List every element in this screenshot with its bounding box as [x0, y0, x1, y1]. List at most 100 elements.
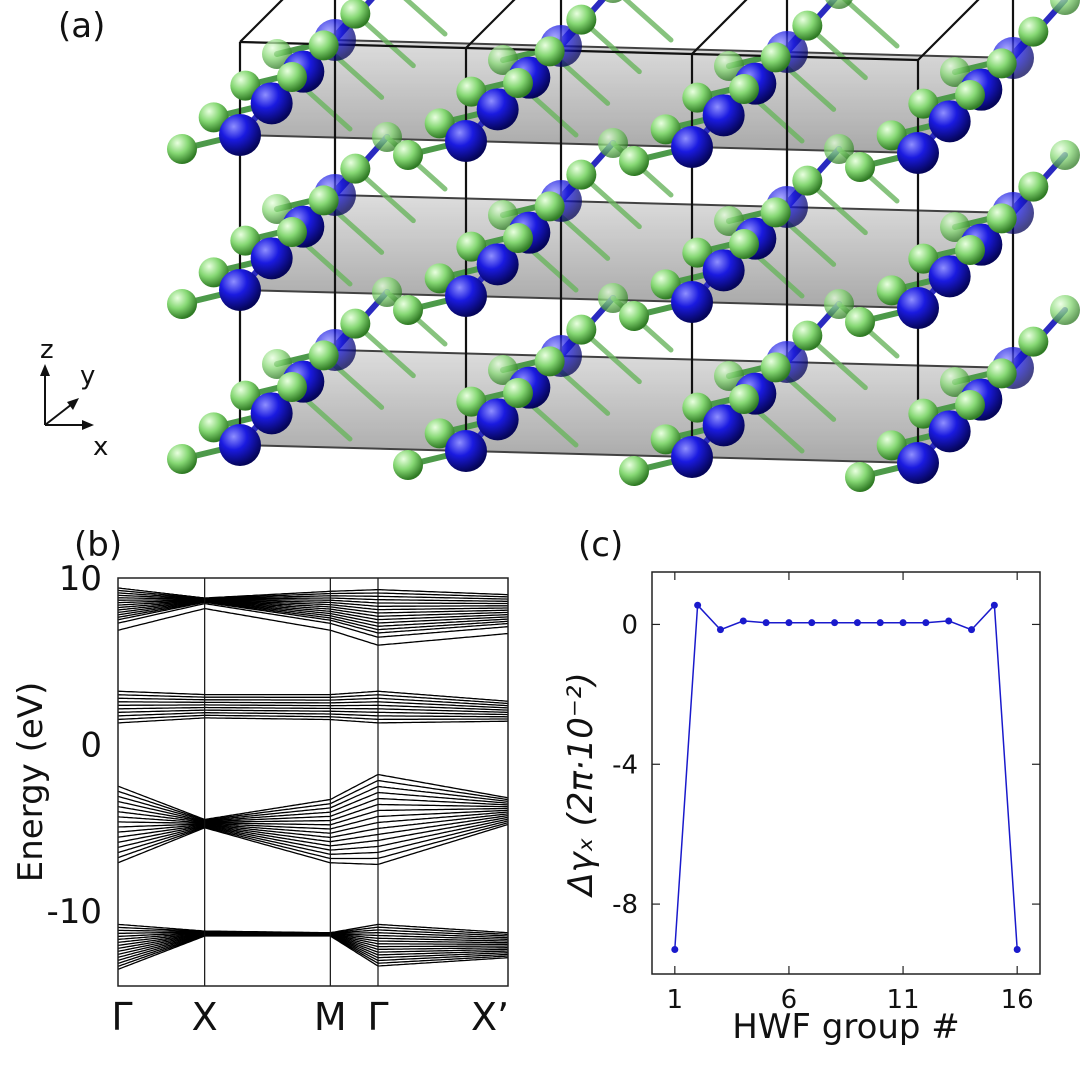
- series-line: [674, 603, 1018, 950]
- band-line: [117, 816, 509, 847]
- panel-b-label: (b): [74, 525, 122, 565]
- atom-small: [488, 45, 518, 75]
- data-point: [831, 619, 839, 627]
- atom-small: [824, 134, 854, 164]
- bond: [841, 0, 900, 49]
- atom-small: [424, 108, 455, 139]
- gray-slabs: [237, 38, 1016, 465]
- frame-edge: [917, 0, 980, 61]
- data-point: [671, 946, 679, 954]
- y-axis-label: Δγₓ (2π·10⁻²): [561, 672, 601, 899]
- band-line: [117, 587, 509, 599]
- k-point-label: X: [192, 995, 218, 1039]
- plot-frame: [651, 571, 1041, 975]
- atom-small: [534, 346, 565, 377]
- data-point: [694, 601, 702, 609]
- band-line: [117, 592, 509, 600]
- atom-small: [825, 0, 853, 9]
- atom-small: [198, 412, 229, 443]
- band-line: [118, 599, 508, 611]
- k-point-label: Γ: [111, 995, 132, 1039]
- atom-small: [792, 320, 823, 351]
- atom-small: [955, 235, 985, 265]
- atom-small: [682, 392, 713, 423]
- band-line: [117, 589, 509, 599]
- atom-small: [262, 39, 292, 69]
- atom-small: [566, 159, 597, 190]
- band-line: [118, 704, 509, 711]
- atom-small: [1018, 171, 1049, 202]
- band-line: [117, 811, 509, 834]
- atom-small: [619, 301, 649, 331]
- atom-large: [445, 275, 487, 317]
- atom-small: [534, 191, 565, 222]
- atom-large: [476, 243, 519, 286]
- atom-large: [250, 82, 293, 125]
- atom-small: [824, 289, 854, 319]
- band-line: [117, 602, 509, 638]
- band-line: [117, 599, 509, 617]
- frame-edge: [691, 0, 748, 55]
- band-lines: [117, 587, 509, 970]
- atom-large: [219, 114, 261, 156]
- atom-small: [940, 57, 970, 87]
- atom-large: [897, 132, 939, 174]
- atom-small: [598, 128, 628, 158]
- atom-small: [277, 217, 307, 247]
- atom-small: [845, 307, 875, 337]
- x-tick-label: 16: [1001, 985, 1034, 1015]
- atom-small: [393, 295, 423, 325]
- x-tick-label: 1: [667, 985, 684, 1015]
- atom-small: [230, 225, 261, 256]
- atom-small: [650, 424, 681, 455]
- atom-small: [650, 269, 681, 300]
- axis-z-label: z: [40, 335, 54, 365]
- atom-small: [1050, 0, 1080, 15]
- atom-large: [897, 287, 939, 329]
- atom-large: [928, 410, 971, 453]
- frame-edge: [239, 0, 284, 43]
- band-line: [117, 818, 509, 851]
- x-ticks: Γ X M Γ X’: [111, 995, 509, 1039]
- x-tick-label: 11: [887, 985, 920, 1015]
- data-point: [739, 617, 747, 625]
- atom-small: [940, 367, 970, 397]
- atom-large: [897, 442, 939, 484]
- x-axis-label: HWF group #: [732, 1007, 960, 1047]
- band-line: [117, 717, 508, 724]
- data-point: [762, 619, 770, 627]
- atom-small: [393, 140, 423, 170]
- atom-small: [760, 197, 791, 228]
- atom-small: [488, 355, 518, 385]
- atom-large: [445, 120, 487, 162]
- atom-small: [503, 68, 533, 98]
- atoms: [167, 0, 1080, 492]
- band-structure-chart: (b) 100-10 Γ X M Γ X’ Energy (eV): [11, 525, 509, 1039]
- data-point: [922, 619, 930, 627]
- band-line: [118, 597, 508, 605]
- band-line: [117, 773, 509, 821]
- band-line: [117, 712, 508, 718]
- axis-x-label: x: [93, 432, 108, 462]
- band-line: [117, 599, 508, 614]
- atom-small: [424, 418, 455, 449]
- band-line: [117, 600, 509, 627]
- atom-small: [262, 194, 292, 224]
- atom-small: [940, 212, 970, 242]
- atom-small: [714, 361, 744, 391]
- panel-c-label: (c): [578, 525, 623, 565]
- band-line: [117, 690, 509, 702]
- atom-small: [986, 203, 1017, 234]
- atom-small: [566, 314, 597, 345]
- atom-small: [729, 384, 759, 414]
- atom-small: [534, 36, 565, 67]
- atom-small: [503, 378, 533, 408]
- band-line: [117, 797, 509, 823]
- atom-small: [340, 153, 371, 184]
- atom-large: [928, 255, 971, 298]
- atom-small: [198, 257, 229, 288]
- atom-small: [456, 231, 487, 262]
- atom-small: [682, 82, 713, 113]
- atom-small: [1050, 295, 1080, 325]
- y-tick-label: 0: [80, 726, 102, 766]
